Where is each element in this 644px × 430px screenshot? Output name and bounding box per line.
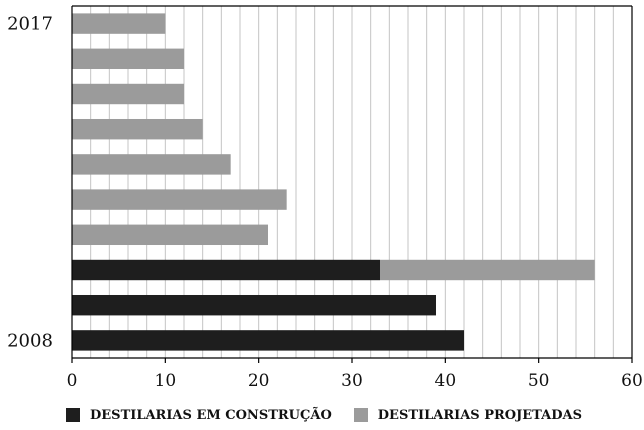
- bar-projetadas: [72, 13, 166, 34]
- x-tick-label: 30: [341, 371, 363, 391]
- x-tick-label: 10: [155, 371, 177, 391]
- legend: DESTILARIAS EM CONSTRUÇÃO DESTILARIAS PR…: [66, 404, 604, 426]
- bar-em-construcao: [72, 330, 464, 351]
- legend-item-construction: DESTILARIAS EM CONSTRUÇÃO: [66, 408, 332, 423]
- bar-projetadas: [72, 154, 231, 175]
- bar-projetadas: [72, 83, 184, 105]
- x-tick-label: 60: [621, 371, 643, 391]
- y-category-label: 2017: [7, 14, 53, 35]
- bar-projetadas: [72, 48, 184, 70]
- y-category-label: 2008: [7, 330, 53, 351]
- x-tick-labels: 0 10 20 30 40 50 60: [67, 371, 643, 391]
- bar-em-construcao: [72, 259, 380, 281]
- bar-projetadas: [72, 118, 203, 140]
- x-tick-label: 0: [67, 371, 78, 391]
- bars: [72, 13, 595, 351]
- axes: [71, 5, 633, 363]
- x-tick-label: 20: [248, 371, 270, 391]
- bar-projetadas: [72, 189, 287, 210]
- bar-projetadas: [72, 224, 268, 246]
- x-tick-label: 40: [435, 371, 457, 391]
- legend-swatch-construction: [66, 408, 80, 422]
- bar-em-construcao: [72, 294, 436, 316]
- x-tick-label: 50: [528, 371, 550, 391]
- y-category-labels: 2017 2008: [7, 14, 53, 352]
- legend-swatch-projected: [353, 408, 368, 422]
- legend-label-projected: DESTILARIAS PROJETADAS: [377, 407, 582, 423]
- legend-item-projected: DESTILARIAS PROJETADAS: [353, 407, 582, 423]
- bar-projetadas: [380, 259, 595, 281]
- legend-label-construction: DESTILARIAS EM CONSTRUÇÃO: [90, 407, 332, 423]
